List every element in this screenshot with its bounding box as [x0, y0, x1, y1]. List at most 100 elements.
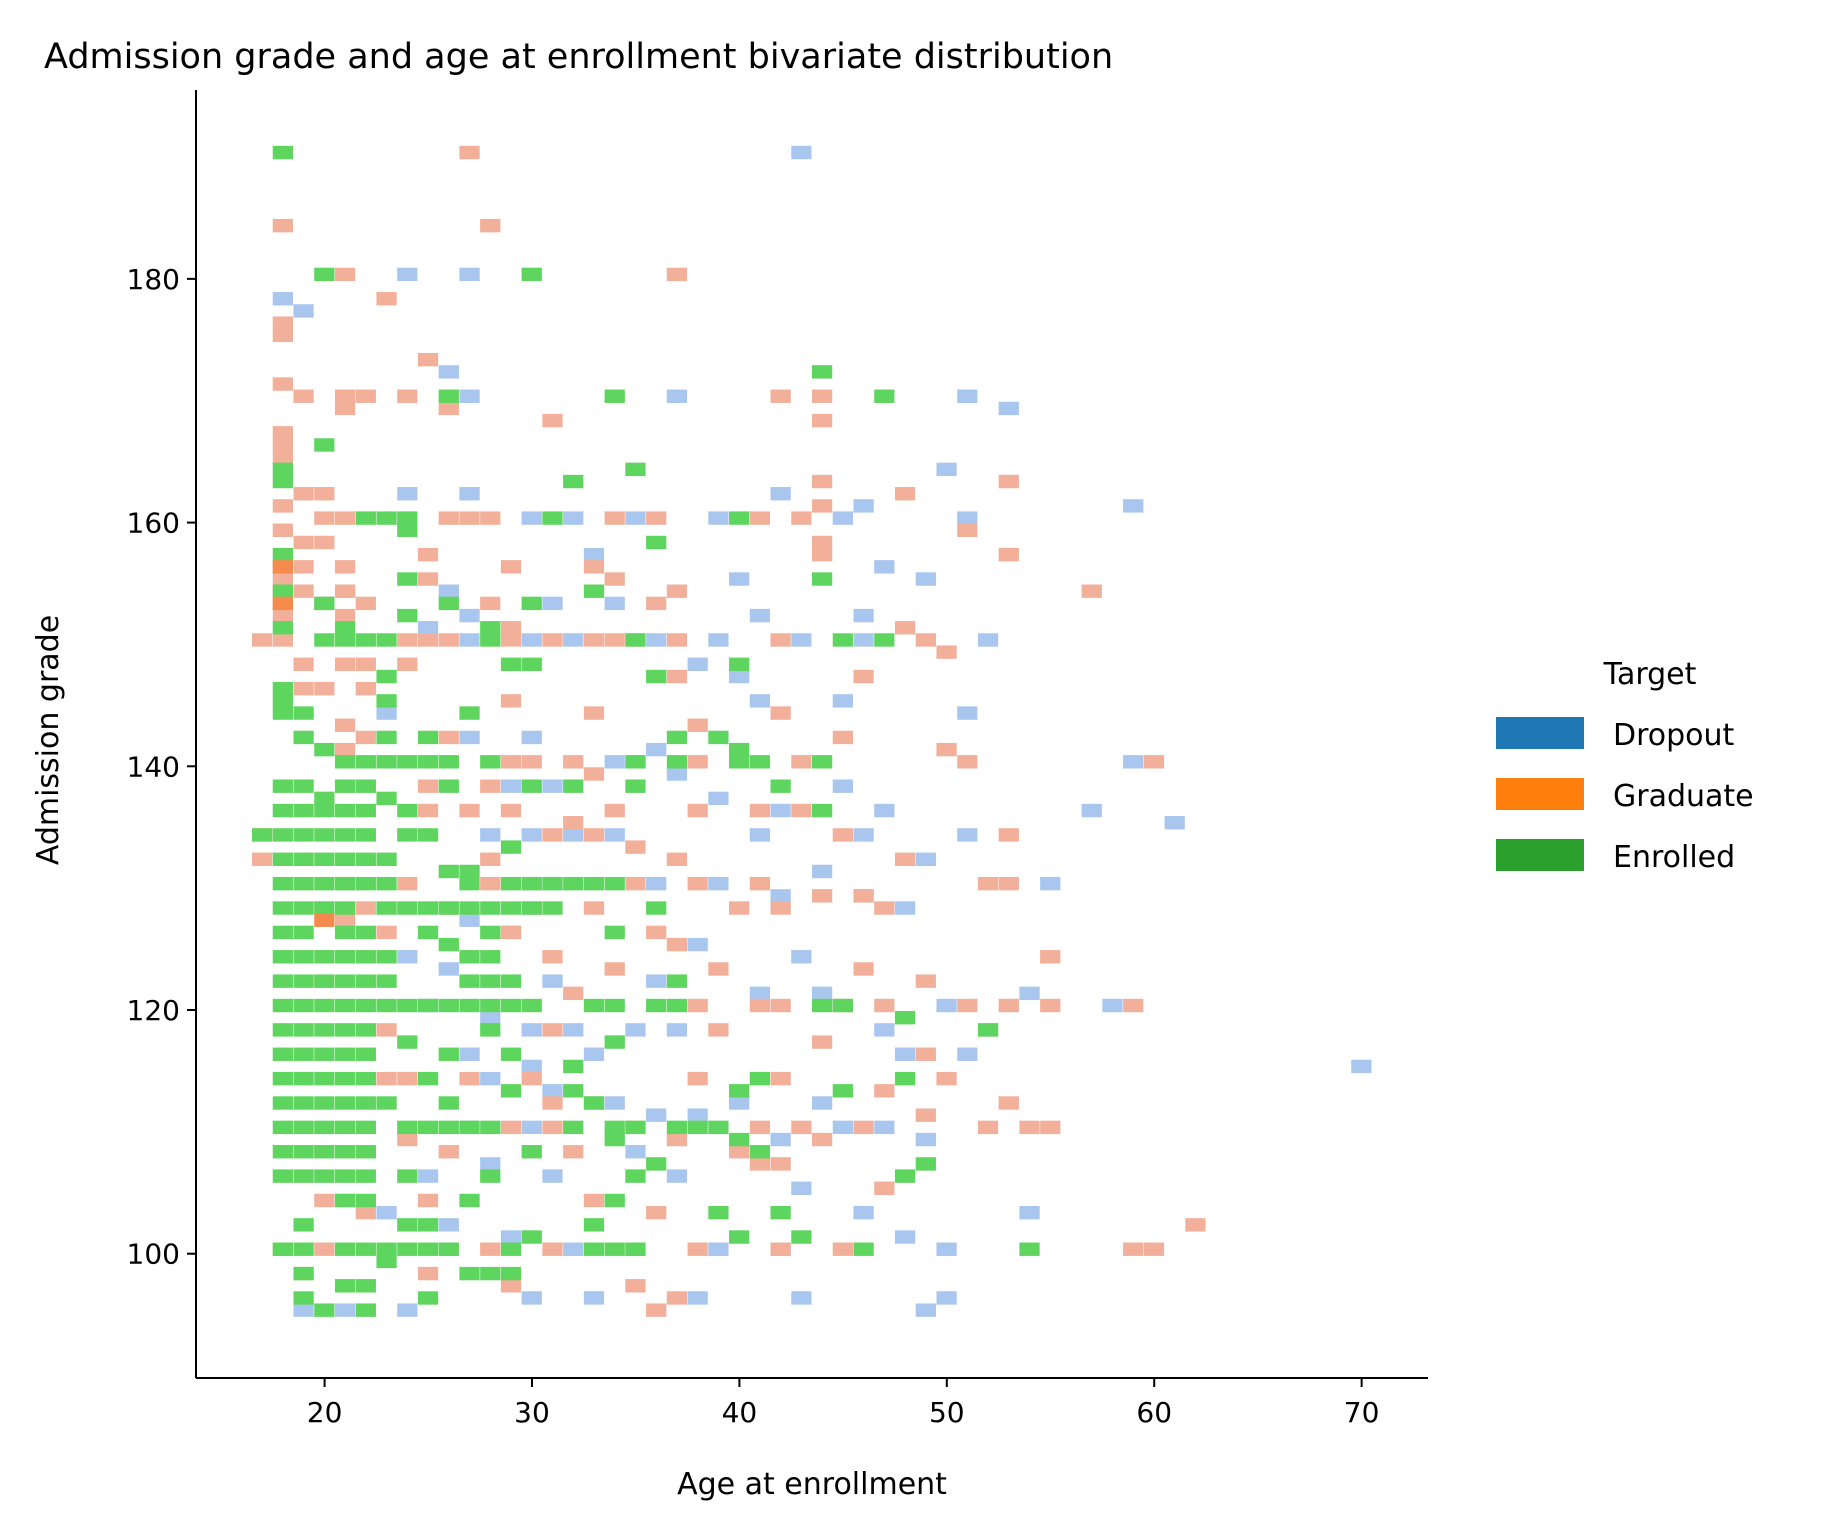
cell-graduate [708, 1023, 729, 1037]
cell-dropout [521, 828, 542, 842]
cell-graduate [1040, 1120, 1061, 1135]
cell-dropout [894, 1230, 916, 1244]
cell-enrolled [812, 755, 833, 769]
cell-enrolled [459, 864, 480, 879]
cell-dropout [977, 633, 999, 647]
cell-enrolled [314, 1169, 335, 1183]
cell-graduate [314, 681, 335, 696]
cell-enrolled [853, 1242, 874, 1256]
cell-enrolled [480, 925, 501, 940]
cell-graduate [272, 218, 293, 233]
cell-enrolled [708, 1205, 729, 1220]
cell-enrolled [397, 1169, 418, 1183]
cell-dropout [376, 706, 397, 720]
cell-graduate [272, 426, 293, 440]
cell-graduate [542, 950, 563, 964]
cell-enrolled [355, 1303, 376, 1317]
cell-graduate [604, 803, 625, 818]
cell-graduate [812, 413, 833, 428]
cell-dropout [749, 986, 771, 1001]
cell-enrolled [272, 803, 293, 818]
cell-graduate [812, 535, 833, 550]
cell-enrolled [293, 1047, 314, 1061]
cell-graduate [438, 1145, 459, 1159]
cell-dropout [749, 694, 771, 708]
cell-enrolled [272, 901, 293, 915]
cell-enrolled [355, 511, 376, 525]
cell-enrolled [583, 876, 605, 891]
cell-dropout [521, 1023, 542, 1037]
cell-enrolled [417, 730, 439, 745]
cell-enrolled [459, 1266, 480, 1281]
cell-graduate [687, 998, 708, 1013]
cell-enrolled [334, 925, 356, 940]
cell-enrolled [355, 1193, 376, 1208]
cell-graduate [957, 523, 978, 537]
cell-graduate [1123, 998, 1144, 1013]
cell-dropout [791, 1291, 812, 1305]
cell-dropout [894, 901, 916, 915]
cell-graduate [687, 718, 708, 732]
cell-enrolled [666, 998, 688, 1013]
cell-enrolled [293, 998, 314, 1013]
cell-enrolled [417, 755, 439, 769]
cell-enrolled [293, 1218, 314, 1232]
cell-enrolled [832, 1084, 853, 1098]
cell-graduate [397, 1132, 418, 1147]
cell-dropout [915, 852, 936, 866]
cell-enrolled [376, 730, 397, 745]
legend-label-enrolled: Enrolled [1613, 840, 1735, 875]
cell-enrolled [438, 779, 459, 793]
chart-title: Admission grade and age at enrollment bi… [44, 37, 1113, 77]
cell-dropout [542, 1169, 563, 1183]
cell-graduate [894, 621, 916, 635]
cell-enrolled [500, 657, 522, 672]
cell-graduate [272, 608, 293, 623]
cell-graduate [832, 828, 853, 842]
cell-graduate [521, 755, 542, 769]
cell-enrolled [521, 876, 542, 891]
cell-graduate [583, 901, 605, 915]
cell-enrolled [272, 998, 293, 1013]
cell-enrolled [272, 694, 293, 708]
cell-dropout [604, 1096, 625, 1110]
cell-enrolled [417, 1242, 439, 1256]
cell-enrolled [480, 1023, 501, 1037]
cell-graduate [687, 755, 708, 769]
cell-graduate [998, 998, 1019, 1013]
cell-graduate [1143, 755, 1165, 769]
cell-enrolled [729, 1230, 750, 1244]
cell-enrolled [272, 974, 293, 988]
cell-enrolled [272, 1023, 293, 1037]
cell-enrolled [480, 901, 501, 915]
cell-dropout [646, 974, 667, 988]
cell-graduate [500, 925, 522, 940]
cell-dropout [708, 791, 729, 806]
cell-enrolled [894, 1071, 916, 1086]
legend-label-graduate: Graduate [1613, 779, 1754, 814]
cell-dropout [521, 633, 542, 647]
cell-dropout [376, 1205, 397, 1220]
y-tick-label: 160 [127, 507, 180, 540]
cell-graduate [314, 511, 335, 525]
cell-enrolled [355, 1145, 376, 1159]
cell-dropout [1351, 1059, 1372, 1074]
cell-enrolled [812, 572, 833, 586]
cell-dropout [791, 145, 812, 160]
cell-graduate [729, 1145, 750, 1159]
cell-enrolled [334, 901, 356, 915]
cell-graduate [770, 1071, 791, 1086]
cell-graduate [500, 755, 522, 769]
cell-enrolled [293, 1169, 314, 1183]
cell-graduate [438, 401, 459, 416]
cell-enrolled [625, 462, 646, 477]
cell-enrolled [646, 535, 667, 550]
cell-dropout [853, 608, 874, 623]
cell-dropout [770, 487, 791, 501]
cell-dropout [625, 511, 646, 525]
cell-enrolled [542, 901, 563, 915]
cell-enrolled [791, 1230, 812, 1244]
cell-graduate-dense [314, 913, 335, 927]
cell-graduate [272, 316, 293, 330]
cell-enrolled [417, 828, 439, 842]
